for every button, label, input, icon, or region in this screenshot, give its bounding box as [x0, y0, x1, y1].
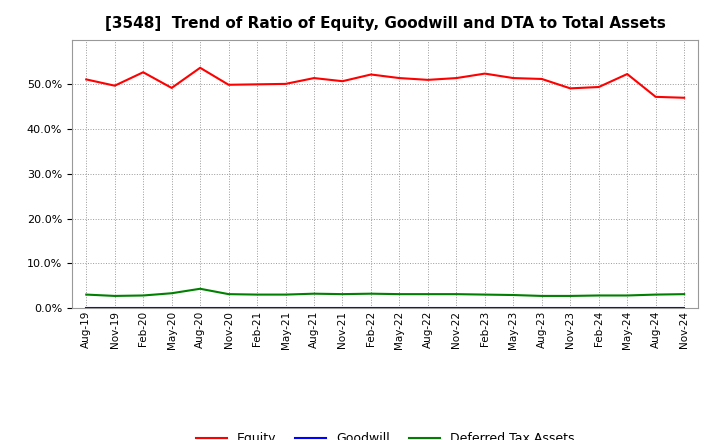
Equity — [139, 70, 148, 75]
Title: [3548]  Trend of Ratio of Equity, Goodwill and DTA to Total Assets: [3548] Trend of Ratio of Equity, Goodwil… — [105, 16, 665, 32]
Deferred Tax Assets — [452, 291, 461, 297]
Deferred Tax Assets — [423, 291, 432, 297]
Goodwill — [566, 305, 575, 311]
Deferred Tax Assets — [110, 293, 119, 299]
Deferred Tax Assets — [566, 293, 575, 299]
Line: Deferred Tax Assets: Deferred Tax Assets — [86, 289, 684, 296]
Goodwill — [623, 305, 631, 311]
Goodwill — [253, 305, 261, 311]
Deferred Tax Assets — [196, 286, 204, 291]
Goodwill — [225, 305, 233, 311]
Equity — [253, 82, 261, 87]
Equity — [652, 94, 660, 99]
Deferred Tax Assets — [395, 291, 404, 297]
Equity — [509, 75, 518, 81]
Deferred Tax Assets — [366, 291, 375, 296]
Equity — [282, 81, 290, 87]
Equity — [452, 75, 461, 81]
Equity — [537, 76, 546, 81]
Goodwill — [537, 305, 546, 311]
Deferred Tax Assets — [225, 291, 233, 297]
Goodwill — [282, 305, 290, 311]
Equity — [680, 95, 688, 100]
Equity — [623, 71, 631, 77]
Goodwill — [110, 305, 119, 311]
Goodwill — [509, 305, 518, 311]
Goodwill — [480, 305, 489, 311]
Goodwill — [680, 305, 688, 311]
Equity — [480, 71, 489, 76]
Deferred Tax Assets — [338, 291, 347, 297]
Goodwill — [338, 305, 347, 311]
Equity — [423, 77, 432, 82]
Goodwill — [423, 305, 432, 311]
Goodwill — [167, 305, 176, 311]
Deferred Tax Assets — [623, 293, 631, 298]
Goodwill — [366, 305, 375, 311]
Deferred Tax Assets — [652, 292, 660, 297]
Deferred Tax Assets — [167, 290, 176, 296]
Line: Equity: Equity — [86, 68, 684, 98]
Goodwill — [82, 305, 91, 311]
Equity — [395, 75, 404, 81]
Equity — [366, 72, 375, 77]
Deferred Tax Assets — [680, 291, 688, 297]
Deferred Tax Assets — [310, 291, 318, 296]
Deferred Tax Assets — [595, 293, 603, 298]
Goodwill — [139, 305, 148, 311]
Deferred Tax Assets — [139, 293, 148, 298]
Equity — [196, 65, 204, 70]
Deferred Tax Assets — [253, 292, 261, 297]
Legend: Equity, Goodwill, Deferred Tax Assets: Equity, Goodwill, Deferred Tax Assets — [191, 427, 580, 440]
Deferred Tax Assets — [282, 292, 290, 297]
Equity — [225, 82, 233, 88]
Equity — [110, 83, 119, 88]
Equity — [310, 75, 318, 81]
Goodwill — [452, 305, 461, 311]
Equity — [595, 84, 603, 90]
Goodwill — [196, 305, 204, 311]
Deferred Tax Assets — [480, 292, 489, 297]
Deferred Tax Assets — [82, 292, 91, 297]
Equity — [167, 85, 176, 91]
Equity — [82, 77, 91, 82]
Goodwill — [395, 305, 404, 311]
Deferred Tax Assets — [537, 293, 546, 299]
Goodwill — [652, 305, 660, 311]
Goodwill — [595, 305, 603, 311]
Deferred Tax Assets — [509, 293, 518, 298]
Equity — [566, 86, 575, 91]
Goodwill — [310, 305, 318, 311]
Equity — [338, 79, 347, 84]
